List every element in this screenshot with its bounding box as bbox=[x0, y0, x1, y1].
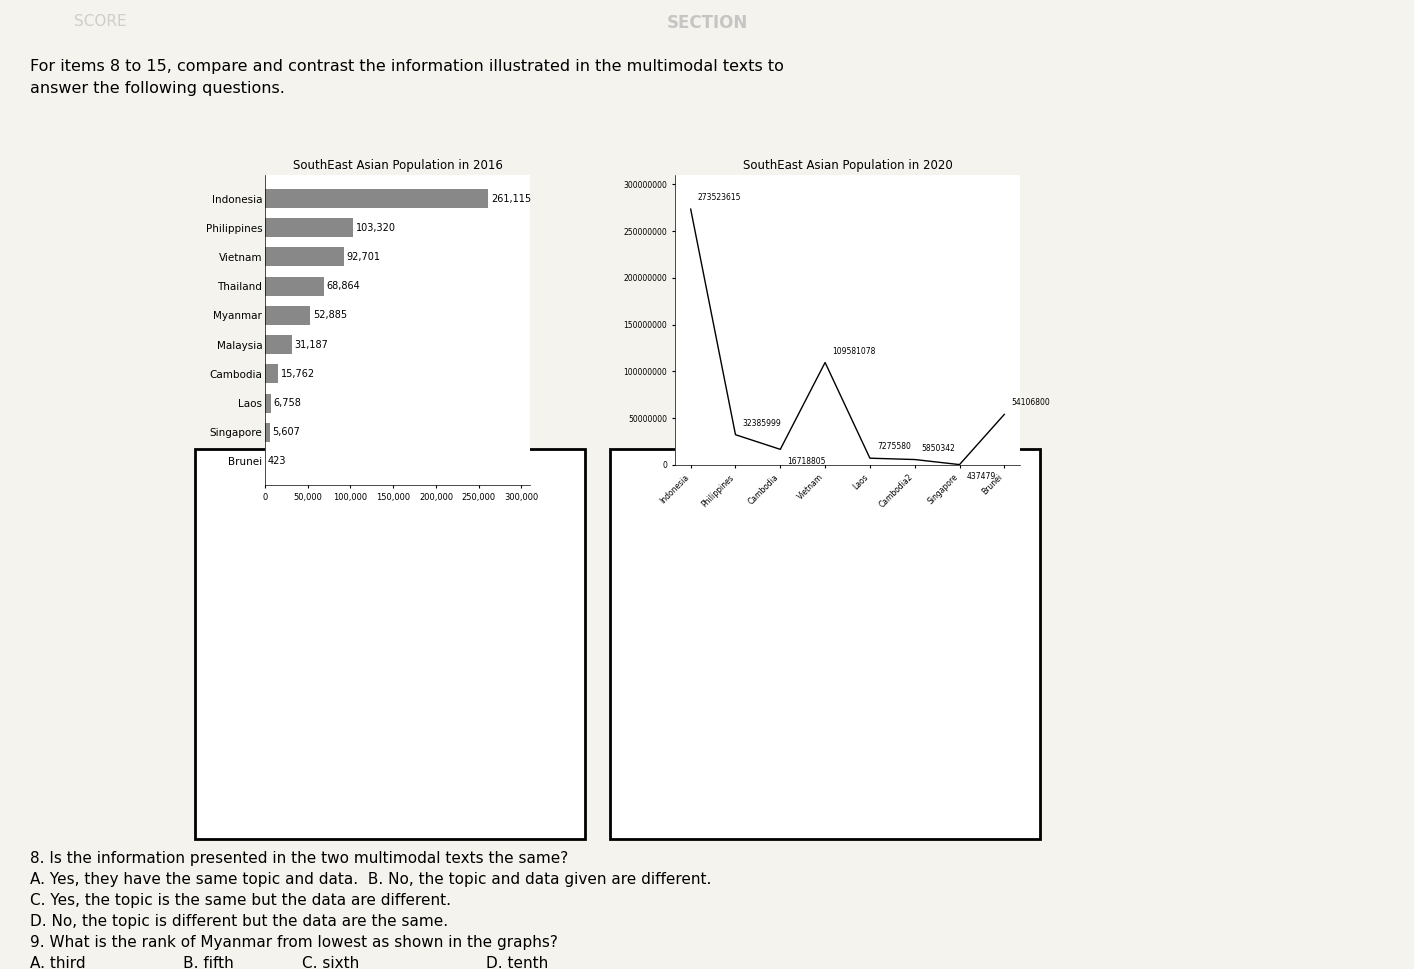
Text: 423: 423 bbox=[267, 456, 287, 466]
Text: 437479: 437479 bbox=[966, 472, 995, 482]
Bar bbox=[264, 218, 354, 237]
Text: 15,762: 15,762 bbox=[281, 369, 315, 379]
Text: SECTION: SECTION bbox=[666, 14, 748, 32]
Text: 31,187: 31,187 bbox=[294, 339, 328, 350]
Bar bbox=[264, 189, 488, 208]
Text: 6,758: 6,758 bbox=[273, 398, 301, 408]
FancyBboxPatch shape bbox=[609, 449, 1041, 839]
Bar bbox=[264, 335, 291, 354]
Text: 103,320: 103,320 bbox=[356, 223, 396, 233]
Text: 54106800: 54106800 bbox=[1011, 398, 1051, 407]
Text: 261,115: 261,115 bbox=[491, 194, 530, 203]
Text: 92,701: 92,701 bbox=[346, 252, 380, 262]
Text: answer the following questions.: answer the following questions. bbox=[30, 81, 284, 96]
Text: 52,885: 52,885 bbox=[312, 310, 346, 321]
Text: A. Yes, they have the same topic and data.  B. No, the topic and data given are : A. Yes, they have the same topic and dat… bbox=[30, 872, 711, 887]
Text: 273523615: 273523615 bbox=[697, 193, 741, 203]
Text: 109581078: 109581078 bbox=[831, 347, 875, 356]
Text: 32385999: 32385999 bbox=[742, 419, 781, 427]
Title: SouthEast Asian Population in 2020: SouthEast Asian Population in 2020 bbox=[742, 160, 953, 172]
Text: C. Yes, the topic is the same but the data are different.: C. Yes, the topic is the same but the da… bbox=[30, 893, 451, 908]
Bar bbox=[264, 247, 344, 266]
Bar bbox=[264, 422, 270, 442]
Bar bbox=[264, 277, 324, 296]
Text: 68,864: 68,864 bbox=[327, 281, 361, 292]
Text: 16718805: 16718805 bbox=[788, 457, 826, 466]
Text: 5,607: 5,607 bbox=[273, 427, 300, 437]
Title: SouthEast Asian Population in 2016: SouthEast Asian Population in 2016 bbox=[293, 160, 502, 172]
FancyBboxPatch shape bbox=[195, 449, 585, 839]
Text: A. third                    B. fifth              C. sixth                      : A. third B. fifth C. sixth bbox=[30, 956, 549, 969]
Text: 5850342: 5850342 bbox=[922, 444, 956, 453]
Text: 8. Is the information presented in the two multimodal texts the same?: 8. Is the information presented in the t… bbox=[30, 851, 568, 866]
Bar bbox=[264, 364, 279, 384]
Text: 7275580: 7275580 bbox=[877, 442, 911, 452]
Text: SCORE: SCORE bbox=[74, 14, 126, 29]
Bar bbox=[264, 306, 310, 325]
Bar bbox=[264, 393, 270, 413]
Text: D. No, the topic is different but the data are the same.: D. No, the topic is different but the da… bbox=[30, 914, 448, 929]
Text: 9. What is the rank of Myanmar from lowest as shown in the graphs?: 9. What is the rank of Myanmar from lowe… bbox=[30, 935, 559, 950]
Text: For items 8 to 15, compare and contrast the information illustrated in the multi: For items 8 to 15, compare and contrast … bbox=[30, 59, 783, 74]
